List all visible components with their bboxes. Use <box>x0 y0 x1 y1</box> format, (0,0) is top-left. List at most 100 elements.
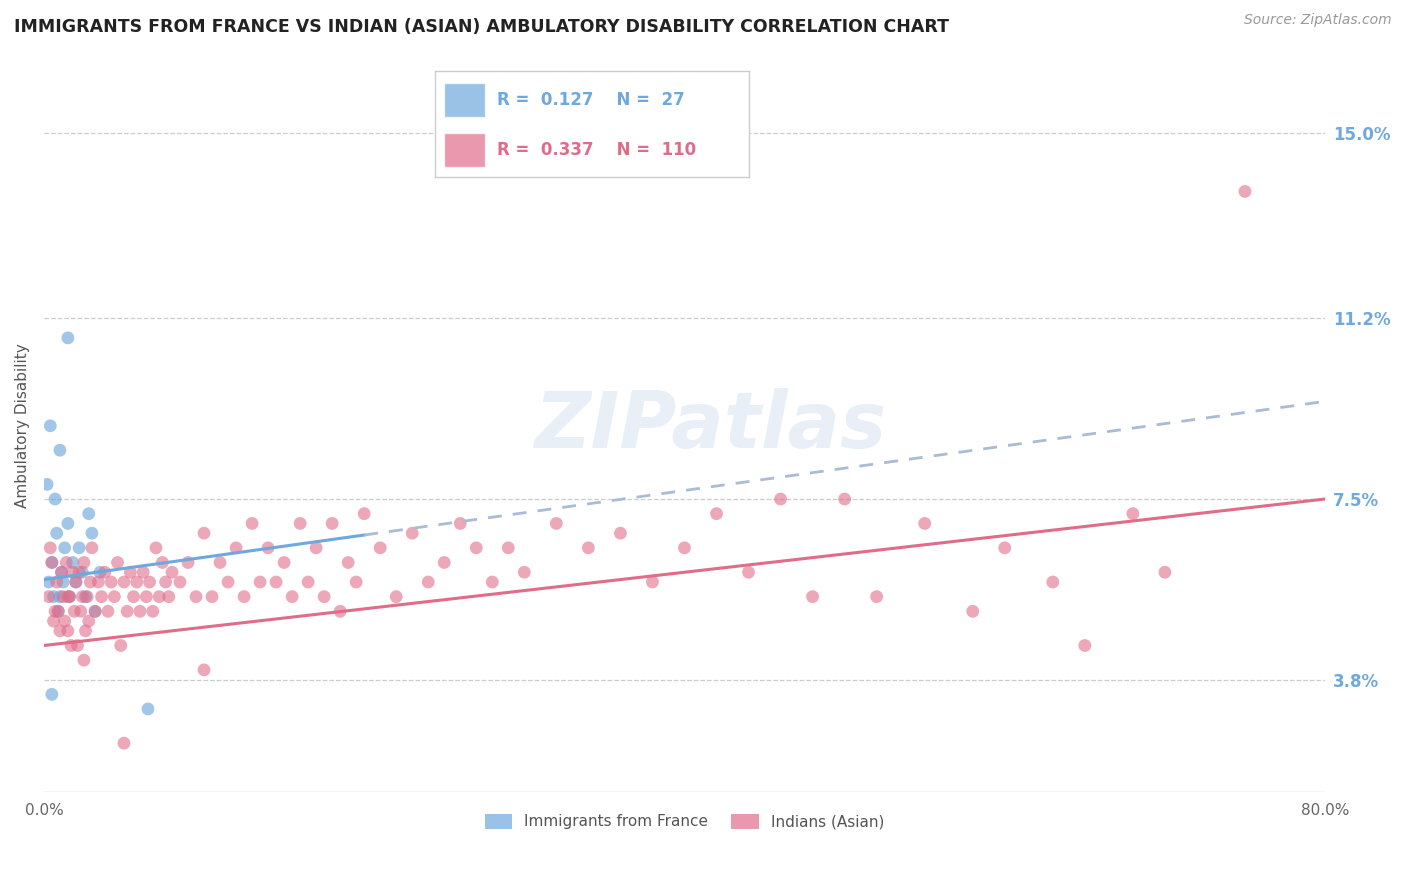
Point <box>609 526 631 541</box>
Point <box>80 526 103 541</box>
Point <box>801 590 824 604</box>
Text: Source: ZipAtlas.com: Source: ZipAtlas.com <box>1244 13 1392 28</box>
Point <box>132 566 155 580</box>
Point <box>67 541 90 555</box>
Point <box>129 604 152 618</box>
Point <box>546 516 568 531</box>
Point <box>73 556 96 570</box>
Point <box>142 604 165 618</box>
Point <box>77 507 100 521</box>
Point <box>122 590 145 604</box>
Point <box>914 516 936 531</box>
Point <box>135 590 157 604</box>
Point <box>1074 639 1097 653</box>
Point <box>233 590 256 604</box>
Point <box>107 556 129 570</box>
Point <box>87 574 110 589</box>
Point <box>673 541 696 555</box>
Point <box>465 541 488 555</box>
Point <box>1233 185 1256 199</box>
Point <box>225 541 247 555</box>
Point <box>49 590 72 604</box>
Point <box>1154 566 1177 580</box>
Point <box>865 590 887 604</box>
Point <box>297 574 319 589</box>
Point <box>45 574 67 589</box>
Point <box>145 541 167 555</box>
Point <box>418 574 440 589</box>
Point <box>641 574 664 589</box>
Point <box>401 526 423 541</box>
Point <box>41 687 63 701</box>
Point <box>49 443 72 458</box>
Point <box>77 614 100 628</box>
Point <box>41 556 63 570</box>
Point <box>56 624 79 638</box>
Point <box>169 574 191 589</box>
Point <box>46 604 69 618</box>
Point <box>51 566 73 580</box>
Point <box>120 566 142 580</box>
Point <box>433 556 456 570</box>
Point <box>112 574 135 589</box>
Point <box>53 614 76 628</box>
Point <box>89 566 111 580</box>
Point <box>80 541 103 555</box>
Point <box>240 516 263 531</box>
Point <box>148 590 170 604</box>
Point <box>314 590 336 604</box>
Point <box>160 566 183 580</box>
Point <box>63 604 86 618</box>
Point <box>73 653 96 667</box>
Point <box>84 604 107 618</box>
Point <box>38 574 60 589</box>
Point <box>42 590 65 604</box>
Y-axis label: Ambulatory Disability: Ambulatory Disability <box>15 343 30 508</box>
Point <box>79 574 101 589</box>
Point <box>1042 574 1064 589</box>
Point <box>58 590 80 604</box>
Point <box>62 556 84 570</box>
Point <box>138 574 160 589</box>
Point <box>65 574 87 589</box>
Point <box>75 590 97 604</box>
Point <box>90 590 112 604</box>
Point <box>125 574 148 589</box>
Point <box>52 590 75 604</box>
Point <box>264 574 287 589</box>
Point <box>513 566 536 580</box>
Point <box>97 604 120 618</box>
Point <box>56 590 79 604</box>
Point <box>193 663 215 677</box>
Point <box>46 604 69 618</box>
Point <box>65 574 87 589</box>
Point <box>44 491 66 506</box>
Point <box>35 477 58 491</box>
Point <box>184 590 207 604</box>
Point <box>481 574 503 589</box>
Point <box>329 604 352 618</box>
Point <box>39 541 62 555</box>
Point <box>157 590 180 604</box>
Point <box>201 590 224 604</box>
Point <box>368 541 391 555</box>
Point <box>93 566 115 580</box>
Point <box>288 516 311 531</box>
Point <box>305 541 328 555</box>
Point <box>112 736 135 750</box>
Point <box>576 541 599 555</box>
Point <box>337 556 360 570</box>
Point <box>84 604 107 618</box>
Point <box>152 556 174 570</box>
Point <box>209 556 232 570</box>
Legend: Immigrants from France, Indians (Asian): Immigrants from France, Indians (Asian) <box>478 808 890 836</box>
Point <box>103 590 125 604</box>
Point <box>498 541 520 555</box>
Point <box>281 590 304 604</box>
Point <box>38 590 60 604</box>
Point <box>344 574 367 589</box>
Point <box>249 574 271 589</box>
Text: ZIPatlas: ZIPatlas <box>534 388 886 464</box>
Point <box>273 556 295 570</box>
Point <box>62 566 84 580</box>
